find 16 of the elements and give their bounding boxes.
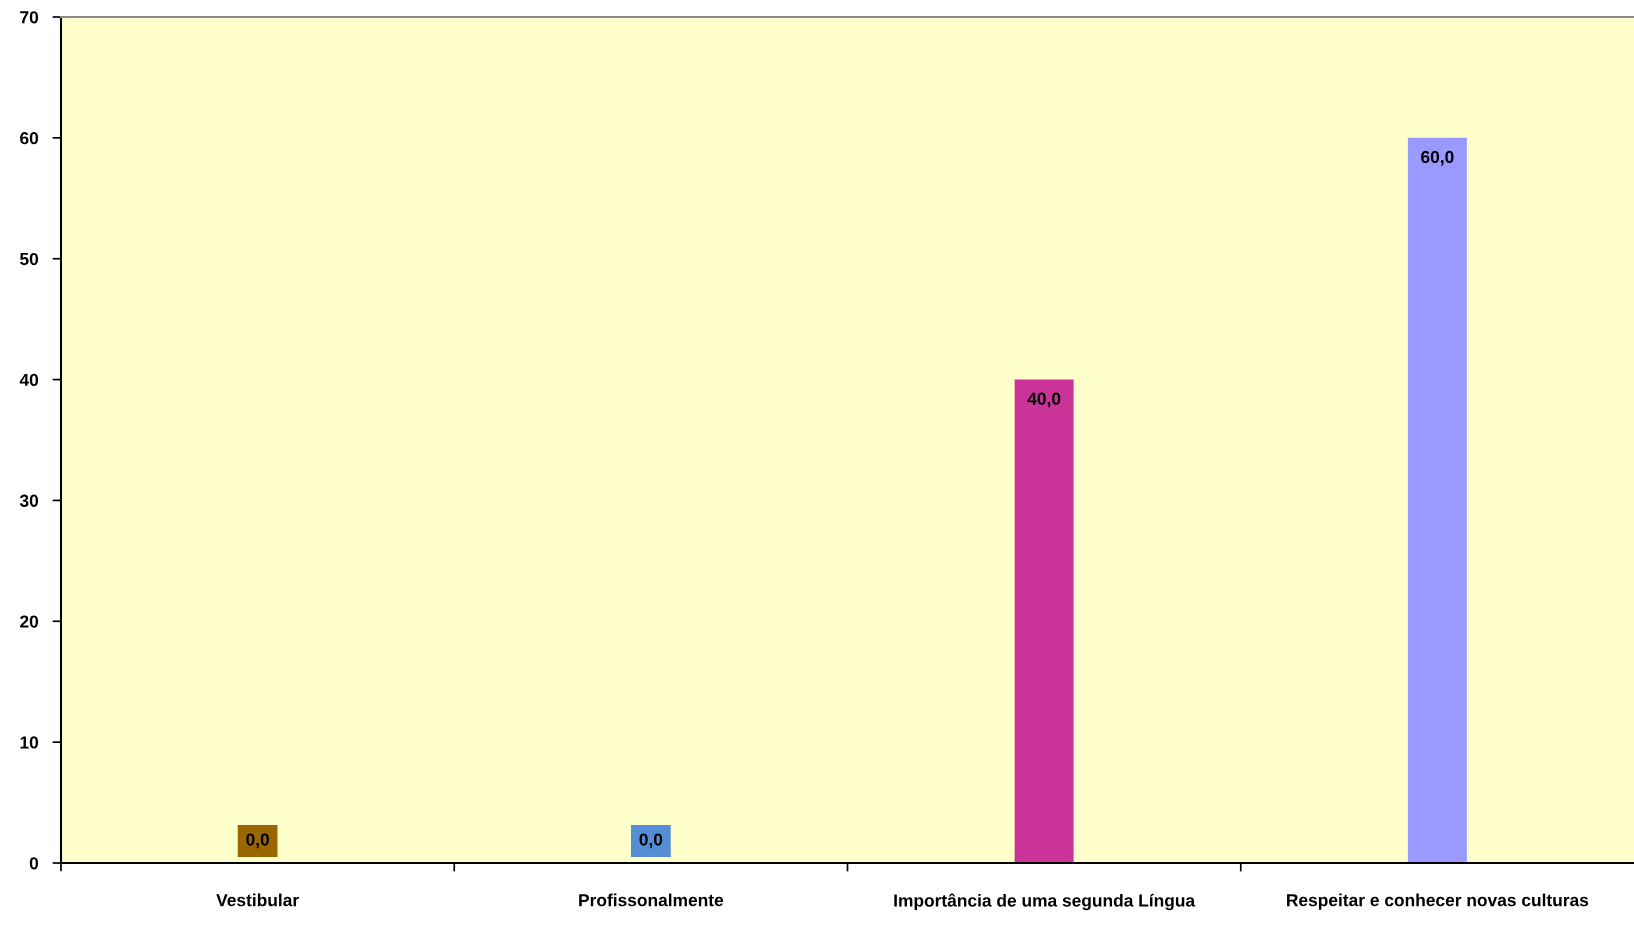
y-tick-label: 50	[20, 252, 39, 266]
y-tick-label: 70	[20, 11, 39, 24]
data-label: 0,0	[246, 833, 269, 849]
y-tick-label: 20	[20, 615, 39, 628]
data-label: 40,0	[1027, 392, 1061, 408]
x-tick-label: Vestibular	[216, 893, 299, 907]
data-label: 60,0	[1421, 150, 1454, 166]
y-tick-label: 10	[20, 736, 39, 749]
x-tick-label: Importância de uma segunda Língua	[894, 893, 1196, 911]
x-tick-label: Profissonalmente	[579, 893, 724, 907]
y-tick-label: 60	[20, 132, 39, 145]
x-tick-label: Respeitar e conhecer novas culturas	[1287, 893, 1589, 910]
y-tick-label: 30	[19, 494, 39, 507]
y-tick-label: 40	[19, 373, 39, 387]
y-tick-label: 0	[29, 857, 39, 870]
data-label: 0,0	[639, 833, 663, 849]
